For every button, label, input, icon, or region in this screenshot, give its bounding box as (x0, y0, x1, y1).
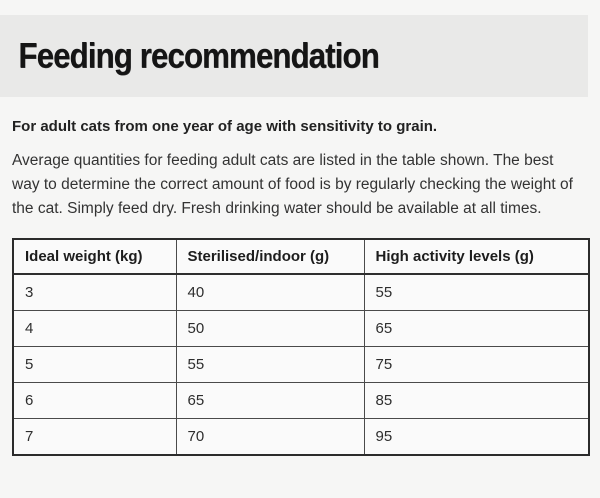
feeding-table: Ideal weight (kg) Sterilised/indoor (g) … (12, 238, 590, 456)
page: Feeding recommendation For adult cats fr… (0, 15, 600, 456)
cell-weight: 6 (12, 382, 177, 419)
cell-sterilised: 50 (175, 310, 365, 347)
table-row: 5 55 75 (12, 346, 590, 383)
cell-sterilised: 55 (175, 346, 365, 383)
description-text: Average quantities for feeding adult cat… (12, 152, 573, 217)
header-sterilised-indoor: Sterilised/indoor (g) (175, 238, 365, 275)
cell-sterilised: 65 (175, 382, 365, 419)
cell-sterilised: 40 (175, 273, 365, 311)
table-row: 3 40 55 (12, 273, 590, 311)
cell-sterilised: 70 (175, 418, 365, 456)
cell-weight: 3 (12, 273, 177, 311)
table-row: 4 50 65 (12, 310, 590, 347)
table-row: 6 65 85 (12, 382, 590, 419)
page-title: Feeding recommendation (18, 35, 379, 76)
content: For adult cats from one year of age with… (0, 118, 600, 456)
cell-activity: 55 (363, 273, 590, 311)
title-band: Feeding recommendation (0, 15, 588, 97)
cell-weight: 5 (12, 346, 177, 383)
cell-weight: 4 (12, 310, 177, 347)
intro-text: For adult cats from one year of age with… (12, 118, 438, 135)
cell-activity: 95 (363, 418, 590, 456)
table-header-row: Ideal weight (kg) Sterilised/indoor (g) … (12, 238, 590, 275)
cell-weight: 7 (12, 418, 177, 456)
cell-activity: 75 (363, 346, 590, 383)
table-row: 7 70 95 (12, 418, 590, 456)
header-ideal-weight: Ideal weight (kg) (12, 238, 177, 275)
header-high-activity: High activity levels (g) (363, 238, 590, 275)
cell-activity: 85 (363, 382, 590, 419)
cell-activity: 65 (363, 310, 590, 347)
